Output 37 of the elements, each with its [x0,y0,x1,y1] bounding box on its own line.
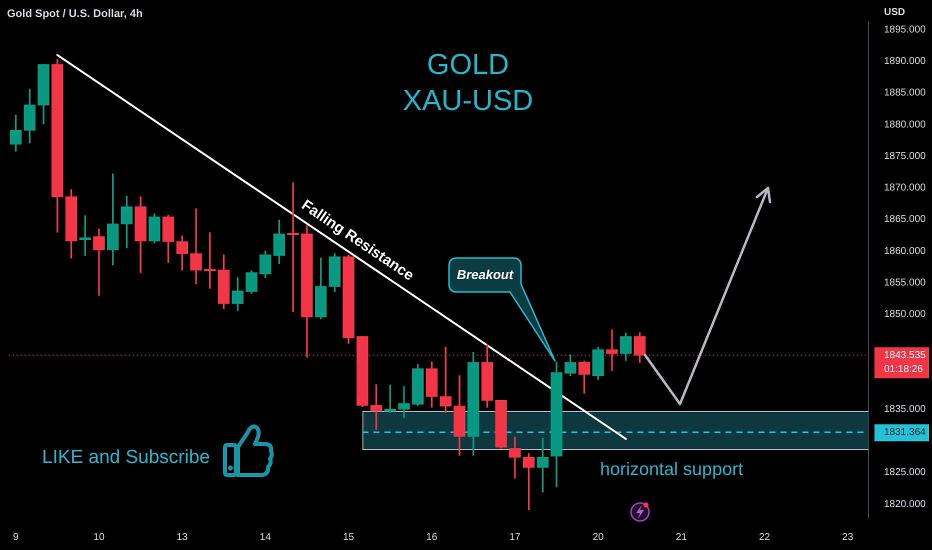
chart-title: Gold Spot / U.S. Dollar, 4h [7,8,143,20]
x-tick-label: 14 [260,532,272,543]
y-tick-label: 1875.000 [884,150,926,162]
annotation: Breakout [456,266,515,284]
band-label: horizontal support [600,459,744,480]
ref-line-label: 1831.364 [884,426,926,438]
text: 01:18:26 [884,364,924,375]
x-tick-label: 22 [758,532,771,543]
y-tick-label: 1820.000 [884,498,926,510]
y-tick-label: 1835.000 [884,404,926,415]
y-tick-label: 1855.000 [884,277,926,288]
candlestick [398,386,410,418]
y-tick-label: 1865.000 [884,214,926,226]
x-tick-label: 13 [176,532,188,543]
candlestick [93,228,105,296]
x-tick-label: 15 [342,532,355,543]
y-tick-label: 1860.000 [884,246,926,257]
x-tick-label: 23 [842,532,854,543]
y-tick-label: 1890.000 [884,56,926,68]
text: GOLD XAU-USD [402,48,534,119]
x-tick-label: 9 [13,532,20,543]
x-tick-label: 17 [509,532,521,543]
x-tick-label: 16 [426,532,438,543]
ref-line-label: 1843.535 [884,350,926,361]
annotation: LIKE and Subscribe [42,447,210,468]
y-axis-title: USD [884,6,906,18]
y-tick-label: 1870.000 [884,182,926,194]
x-tick-label: 21 [676,532,688,543]
y-tick-label: 1850.000 [884,309,926,320]
candlestick [190,208,202,284]
y-tick-label: 1885.000 [884,88,926,99]
x-tick-label: 10 [93,532,105,543]
y-tick-label: 1895.000 [884,24,926,36]
x-tick-label: 20 [592,532,604,543]
candlestick [509,436,521,478]
y-tick-label: 1825.000 [884,467,926,478]
y-tick-label: 1880.000 [884,119,926,130]
